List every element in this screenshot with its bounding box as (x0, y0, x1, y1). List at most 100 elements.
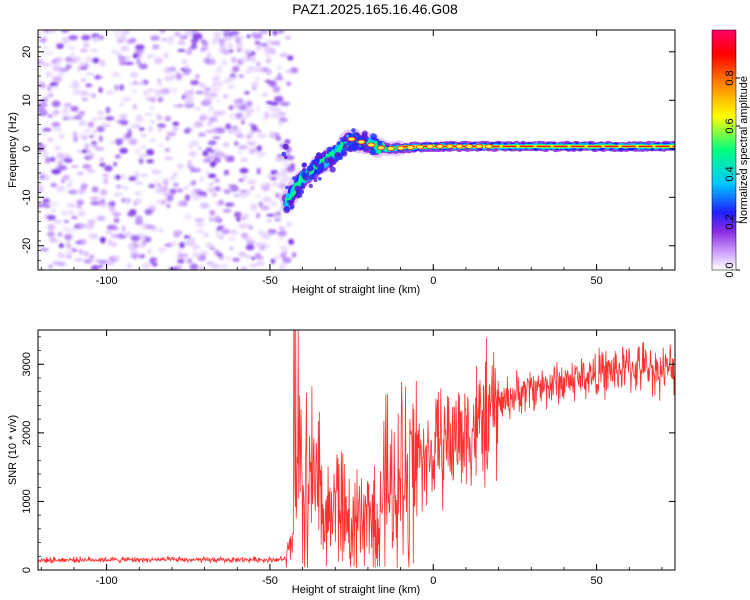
noise-blob (277, 231, 285, 236)
noise-blob (244, 113, 252, 118)
noise-blob (169, 188, 177, 194)
noise-blob (255, 46, 261, 51)
noise-speckle (38, 30, 299, 270)
noise-blob (208, 246, 216, 250)
noise-blob (238, 74, 245, 78)
noise-blob (266, 213, 276, 217)
noise-blob (56, 44, 64, 49)
noise-blob (285, 69, 293, 74)
noise-blob (159, 30, 166, 34)
noise-blob (284, 35, 292, 40)
noise-blob (228, 237, 236, 241)
noise-blob (250, 55, 256, 62)
noise-blob (154, 179, 159, 187)
noise-blob (113, 217, 120, 224)
noise-blob (238, 217, 247, 220)
noise-blob (94, 146, 105, 151)
noise-blob (53, 85, 59, 90)
noise-blob (64, 104, 68, 111)
track-speck (343, 138, 348, 143)
noise-blob (78, 248, 83, 255)
noise-blob (120, 173, 127, 180)
noise-blob (256, 105, 261, 112)
noise-blob (47, 231, 55, 237)
noise-blob (70, 106, 79, 112)
noise-blob (105, 106, 111, 114)
noise-blob (98, 87, 103, 94)
spectrogram-xlabel: Height of straight line (km) (292, 284, 420, 296)
noise-blob (226, 42, 234, 48)
track-speck (351, 144, 356, 149)
noise-blob (38, 32, 42, 37)
noise-blob (281, 101, 291, 107)
noise-blob (236, 150, 243, 154)
spectrogram-ytick-label: 0 (21, 146, 33, 152)
snr-xlabel: Height of straight line (km) (292, 584, 420, 596)
noise-blob (291, 252, 297, 258)
noise-blob (260, 184, 266, 188)
noise-blob (40, 62, 51, 68)
noise-blob (80, 183, 88, 190)
noise-blob (222, 208, 232, 213)
colorbar-tick-label: 0.0 (724, 262, 736, 277)
noise-blob (68, 35, 78, 41)
noise-blob (222, 30, 231, 34)
noise-blob (52, 66, 62, 71)
colorbar-ticks: 0.0 0.2 0.4 0.6 0.8 (724, 70, 740, 278)
noise-blob (139, 173, 150, 177)
noise-blob (270, 182, 280, 187)
snr-xtick-label: 0 (430, 575, 436, 587)
noise-blob (233, 99, 243, 104)
noise-blob (154, 57, 163, 64)
track-knot (406, 145, 415, 150)
noise-blob (188, 150, 198, 158)
noise-blob (130, 235, 140, 242)
noise-blob (76, 204, 83, 209)
noise-blob (207, 173, 217, 178)
noise-blob (202, 232, 210, 238)
track-speck (281, 151, 287, 157)
noise-blob (214, 186, 221, 192)
noise-blob (220, 263, 229, 269)
noise-blob (265, 68, 272, 76)
noise-blob (105, 229, 113, 234)
noise-blob (172, 182, 179, 188)
track-speck (334, 152, 339, 158)
noise-blob (217, 66, 222, 71)
noise-blob (50, 156, 56, 162)
noise-blob (145, 225, 156, 229)
noise-blob (61, 157, 69, 162)
noise-blob (240, 115, 245, 121)
noise-blob (146, 88, 155, 92)
noise-blob (66, 116, 77, 120)
noise-blob (138, 127, 145, 131)
noise-blob (238, 105, 248, 111)
noise-blob (49, 30, 57, 34)
noise-blob (207, 149, 216, 153)
track-speck (342, 145, 347, 150)
noise-blob (214, 215, 221, 221)
noise-blob (99, 60, 106, 68)
track-knot (475, 143, 483, 149)
noise-blob (183, 239, 194, 246)
noise-blob (275, 211, 282, 216)
noise-blob (219, 255, 225, 261)
noise-blob (268, 80, 277, 87)
noise-blob (129, 138, 138, 145)
noise-blob (121, 34, 126, 41)
noise-blob (179, 241, 186, 249)
noise-blob (251, 81, 259, 88)
noise-blob (281, 172, 287, 177)
noise-blob (67, 179, 75, 183)
track-knot (435, 143, 444, 149)
noise-blob (51, 201, 58, 207)
noise-blob (58, 133, 65, 140)
noise-blob (194, 218, 205, 222)
noise-blob (44, 30, 50, 34)
noise-blob (212, 136, 221, 140)
noise-blob (66, 243, 72, 249)
track-knot (367, 142, 376, 148)
track-speck (328, 160, 335, 166)
noise-blob (264, 111, 269, 119)
